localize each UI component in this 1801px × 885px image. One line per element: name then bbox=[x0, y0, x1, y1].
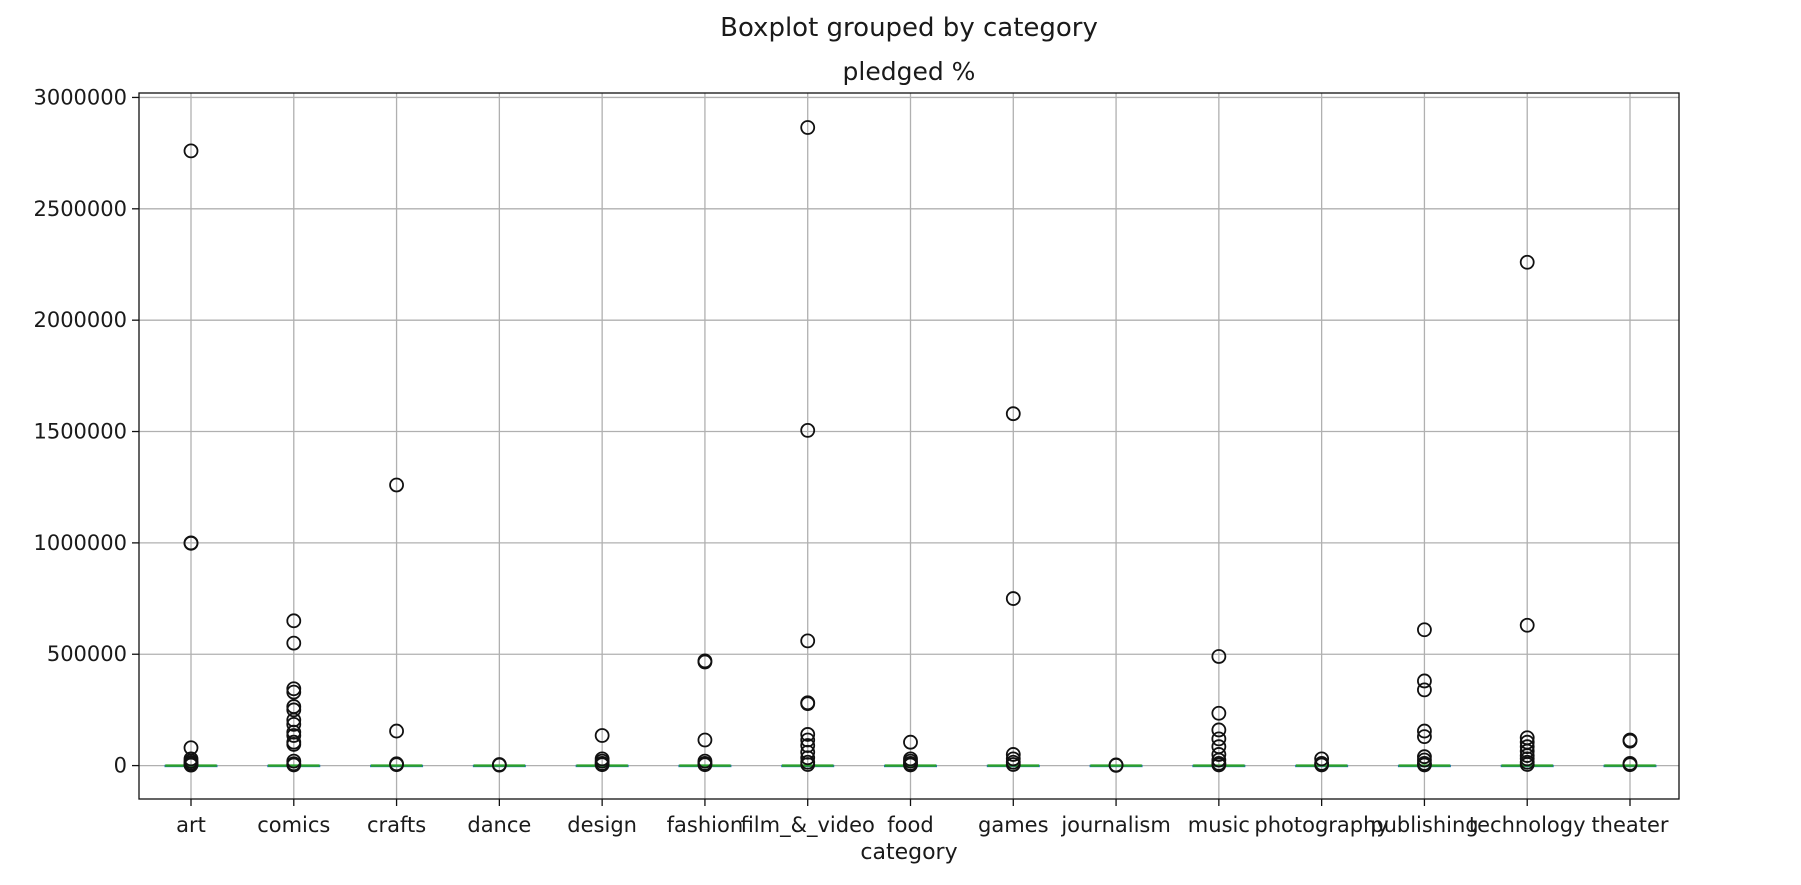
outlier-point bbox=[1519, 757, 1535, 772]
outlier-point bbox=[183, 757, 199, 773]
outlier-point bbox=[1314, 757, 1330, 773]
box-journalism bbox=[1089, 764, 1143, 768]
y-tick-label: 3000000 bbox=[33, 85, 127, 109]
box-theater bbox=[1603, 764, 1657, 768]
x-tick-label: film_&_video bbox=[741, 813, 875, 838]
x-tick-label: fashion bbox=[667, 813, 744, 837]
outlier-point bbox=[1005, 757, 1021, 772]
box-film_&_video bbox=[781, 764, 835, 768]
outlier-point bbox=[1211, 722, 1227, 738]
outlier-point bbox=[1314, 751, 1330, 767]
x-tick-label: design bbox=[567, 813, 637, 837]
outlier-point bbox=[594, 757, 610, 773]
box-crafts bbox=[370, 764, 424, 768]
x-axis: art comics crafts dance design fashionfilm_&_… bbox=[176, 799, 1669, 838]
x-axis-label: category bbox=[860, 840, 957, 865]
outlier-point bbox=[183, 535, 199, 551]
outlier-point bbox=[1519, 254, 1535, 270]
outlier-point bbox=[1622, 757, 1638, 773]
outlier-point bbox=[800, 727, 816, 742]
outlier-point bbox=[1005, 406, 1021, 422]
outlier-point bbox=[594, 728, 610, 743]
outlier-point bbox=[1211, 731, 1227, 747]
outlier-point bbox=[286, 702, 302, 718]
outlier-point bbox=[1211, 705, 1227, 721]
outlier-point bbox=[389, 723, 404, 739]
y-tick-label: 0 bbox=[114, 754, 127, 778]
outlier-point bbox=[800, 696, 816, 712]
y-axis: 0 500000 1000000 1500000 2000000 2500000 30000… bbox=[33, 85, 139, 778]
outlier-point bbox=[1417, 622, 1432, 638]
figure-suptitle: Boxplot grouped by category bbox=[720, 13, 1098, 43]
outlier-point bbox=[491, 757, 507, 773]
outlier-point bbox=[183, 143, 199, 159]
x-tick-label: publishing bbox=[1370, 813, 1478, 837]
outlier-point bbox=[1211, 649, 1227, 664]
outlier-point bbox=[286, 613, 302, 629]
outlier-point bbox=[800, 423, 816, 438]
outlier-point bbox=[1005, 591, 1021, 606]
outlier-point bbox=[1417, 682, 1432, 698]
x-tick-label: theater bbox=[1591, 813, 1668, 837]
outlier-point bbox=[697, 757, 713, 773]
outlier-point bbox=[389, 477, 404, 493]
outlier-point bbox=[1622, 733, 1638, 749]
outlier-point bbox=[1417, 723, 1432, 739]
plot-frame bbox=[138, 92, 1680, 800]
outlier-point bbox=[286, 684, 302, 700]
outlier-point bbox=[1417, 729, 1432, 745]
x-tick-label: games bbox=[978, 813, 1049, 837]
outlier-point bbox=[800, 633, 816, 649]
x-tick-label: art bbox=[176, 813, 206, 837]
outlier-point bbox=[286, 757, 302, 773]
outlier-point bbox=[800, 757, 816, 772]
outlier-point bbox=[1519, 617, 1535, 633]
axes-title: pledged % bbox=[843, 57, 976, 86]
y-tick-label: 2000000 bbox=[33, 308, 127, 332]
outlier-point bbox=[1417, 757, 1432, 773]
outliers bbox=[183, 120, 1638, 773]
outlier-point bbox=[903, 757, 918, 773]
x-tick-label: technology bbox=[1469, 813, 1586, 837]
outlier-point bbox=[800, 120, 816, 135]
outlier-point bbox=[286, 716, 302, 732]
outlier-point bbox=[697, 732, 713, 748]
outlier-point bbox=[1211, 757, 1227, 773]
y-tick-label: 500000 bbox=[47, 642, 127, 666]
boxes bbox=[164, 764, 1657, 768]
box-dance bbox=[472, 764, 526, 768]
outlier-point bbox=[286, 737, 302, 752]
outlier-point bbox=[1211, 747, 1227, 762]
x-tick-label: journalism bbox=[1060, 813, 1171, 837]
y-tick-label: 1500000 bbox=[33, 420, 127, 444]
outlier-point bbox=[389, 757, 404, 773]
y-tick-label: 2500000 bbox=[33, 197, 127, 221]
x-tick-label: crafts bbox=[367, 813, 426, 837]
box-comics bbox=[267, 764, 321, 768]
outlier-point bbox=[286, 728, 302, 743]
outlier-point bbox=[1005, 747, 1021, 762]
y-tick-label: 1000000 bbox=[33, 531, 127, 555]
outlier-point bbox=[286, 635, 302, 651]
x-tick-label: photography bbox=[1254, 813, 1388, 837]
x-tick-label: dance bbox=[467, 813, 531, 837]
outlier-point bbox=[903, 734, 918, 750]
grid bbox=[139, 93, 1679, 799]
outlier-point bbox=[800, 750, 816, 766]
outlier-point bbox=[697, 654, 713, 670]
x-tick-label: music bbox=[1188, 813, 1250, 837]
x-tick-label: food bbox=[887, 813, 933, 837]
outlier-point bbox=[1108, 757, 1124, 773]
x-tick-label: comics bbox=[257, 813, 330, 837]
outlier-point bbox=[1417, 673, 1432, 689]
box-fashion bbox=[678, 764, 732, 768]
